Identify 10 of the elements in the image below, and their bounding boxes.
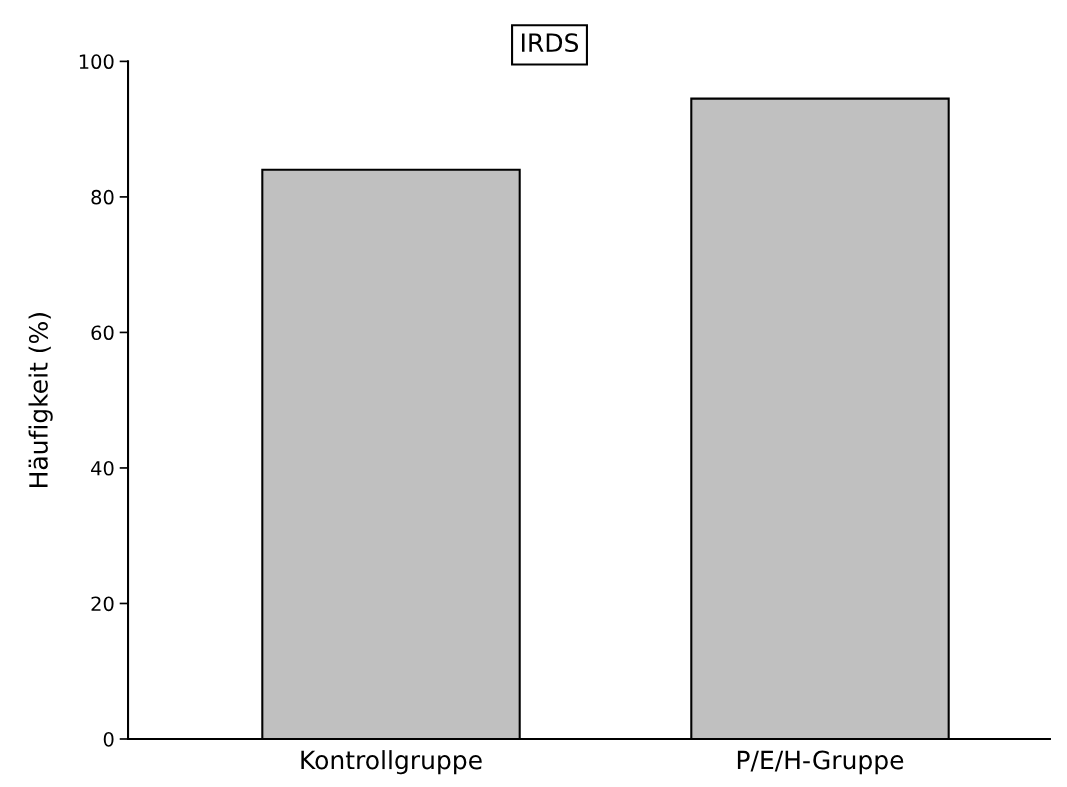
x-tick-label: Kontrollgruppe	[301, 750, 482, 775]
y-tick-label: 60	[91, 325, 114, 341]
y-tick-label: 80	[91, 189, 114, 205]
y-axis-title: Häufigkeit (%)	[28, 313, 53, 487]
y-tick-label: 100	[79, 54, 114, 70]
y-tick-label: 20	[91, 596, 114, 612]
y-tick-label: 40	[91, 460, 114, 476]
x-tick-label: P/E/H-Gruppe	[737, 750, 904, 775]
y-tick-label: 0	[103, 731, 114, 747]
chart-title: IRDS	[522, 33, 579, 53]
